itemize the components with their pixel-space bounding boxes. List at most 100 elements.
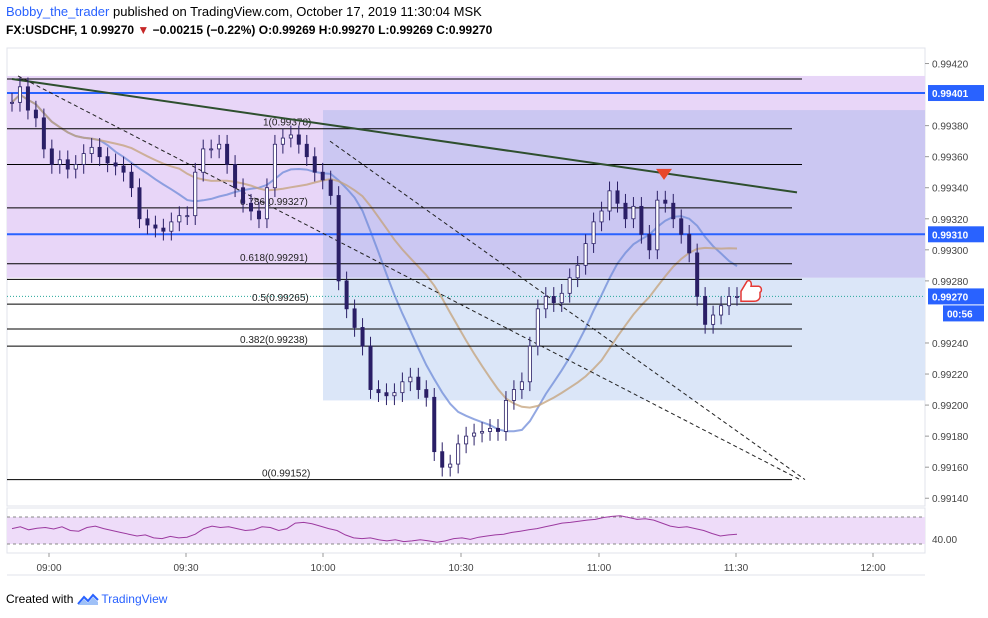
candle-body: [233, 164, 238, 189]
thumbs-up-icon: [740, 279, 763, 303]
candle-body: [225, 143, 230, 165]
candle-body: [153, 224, 158, 229]
candle-body: [495, 427, 500, 432]
candle-body: [551, 296, 556, 304]
candle-body: [440, 451, 445, 468]
down-arrow-icon: [656, 168, 672, 180]
candle-body: [129, 171, 134, 189]
candle-body: [137, 187, 142, 220]
candle-body: [49, 148, 54, 165]
candle-body: [169, 221, 174, 232]
candle-body: [185, 215, 190, 218]
fib-level-label: 0.618(0.99291): [240, 253, 308, 264]
candle-body: [663, 199, 668, 204]
moving-average-blue: [11, 93, 738, 433]
tradingview-logo[interactable]: TradingView: [77, 592, 167, 606]
price-tick-label: 0.99420: [932, 60, 969, 71]
candle-body: [472, 432, 477, 437]
price-tick-label: 0.99240: [932, 339, 969, 350]
candle-body: [408, 376, 413, 383]
moving-average-brown: [11, 93, 738, 409]
candle-body: [655, 199, 660, 251]
publish-info: published on TradingView.com, October 17…: [112, 4, 482, 19]
candle-body: [432, 396, 437, 453]
candle-body: [711, 314, 716, 325]
time-tick-label: 10:30: [448, 563, 473, 574]
rsi-line: [11, 515, 738, 543]
candle-body: [249, 202, 254, 212]
candle-body: [591, 221, 596, 245]
time-tick-label: 10:00: [310, 563, 335, 574]
candle-body: [57, 159, 62, 165]
time-tick-label: 12:00: [860, 563, 885, 574]
candle-body: [256, 210, 261, 220]
candle-body: [735, 296, 740, 298]
rsi-band: [7, 517, 925, 544]
candle-body: [9, 101, 14, 104]
last-price: 0.99270: [90, 23, 135, 37]
price-tick-label: 0.99180: [932, 432, 969, 443]
candle-body: [161, 227, 166, 232]
price-change: −0.00215 (−0.22%): [152, 23, 256, 37]
price-badge: [928, 85, 984, 102]
candle-body: [647, 233, 652, 251]
candle-body: [488, 427, 493, 432]
price-tick-label: 0.99360: [932, 153, 969, 164]
candle-body: [376, 389, 381, 394]
publish-header: Bobby_the_trader published on TradingVie…: [6, 4, 482, 20]
candle-body: [304, 143, 309, 158]
candle-body: [400, 381, 405, 394]
price-badge-label: 0.99310: [932, 230, 969, 241]
candle-body: [464, 435, 469, 445]
candle-body: [360, 327, 365, 347]
lower-zone: [323, 277, 925, 401]
candle-body: [559, 292, 564, 304]
tradingview-brand: TradingView: [101, 592, 168, 606]
candle-body: [193, 171, 198, 217]
candle-body: [687, 233, 692, 254]
candle-body: [121, 165, 126, 173]
candle-body: [336, 195, 341, 282]
candle-body: [312, 156, 317, 173]
candle-body: [145, 218, 150, 226]
resistance-zone: [323, 110, 925, 278]
price-tick-label: 0.99220: [932, 370, 969, 381]
candle-body: [456, 443, 461, 465]
candle-body: [320, 171, 325, 181]
candle-body: [177, 215, 182, 223]
fib-level-label: 0.5(0.99265): [252, 293, 309, 304]
candle-body: [344, 280, 349, 310]
price-tick-label: 0.99300: [932, 246, 969, 257]
candle-body: [272, 143, 277, 189]
author-link[interactable]: Bobby_the_trader: [6, 4, 110, 19]
countdown-label: 00:56: [947, 309, 973, 320]
fib-level-label: 0(0.99152): [262, 469, 310, 480]
candle-body: [575, 264, 580, 279]
candle-body: [241, 187, 246, 204]
price-tick-label: 0.99380: [932, 122, 969, 133]
price-tick-label: 0.99160: [932, 463, 969, 474]
candle-body: [280, 137, 285, 145]
candle-body: [535, 308, 540, 347]
candle-body: [639, 205, 644, 235]
candle-body: [719, 305, 724, 316]
time-tick-label: 09:30: [173, 563, 198, 574]
candle-body: [217, 143, 222, 150]
candle-body: [503, 400, 508, 432]
candle-body: [695, 252, 700, 297]
candle-body: [392, 392, 397, 397]
candle-body: [81, 153, 86, 165]
candle-body: [631, 205, 636, 220]
candle-body: [567, 277, 572, 294]
fib-level-label: 0.786(0.99327): [240, 197, 308, 208]
price-tick-label: 0.99320: [932, 215, 969, 226]
candle-body: [105, 156, 110, 164]
symbol-label: FX:USDCHF, 1: [6, 23, 88, 37]
dashed-trendline-2: [329, 140, 806, 481]
candle-body: [480, 431, 485, 434]
rsi-level-label: 40.00: [932, 535, 957, 546]
fib-level-label: 1(0.99378): [263, 118, 311, 129]
candle-body: [424, 389, 429, 398]
ohlc-values: O:0.99269 H:0.99270 L:0.99269 C:0.99270: [258, 23, 493, 37]
